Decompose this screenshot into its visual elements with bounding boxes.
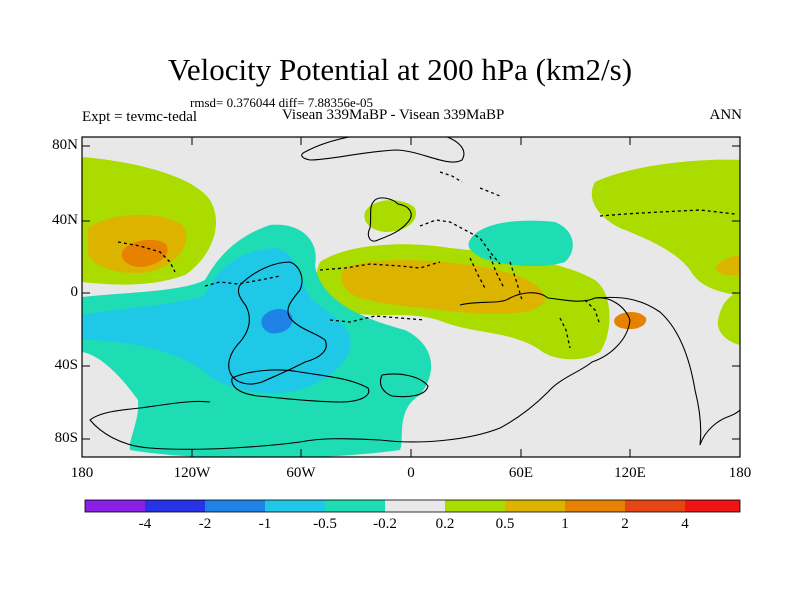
coastline-gondwana — [89, 292, 631, 450]
field-pos2-east — [715, 255, 740, 276]
lon-label-60e: 60E — [508, 465, 534, 481]
islands-north-top — [439, 171, 501, 197]
coastlines — [89, 137, 740, 450]
field-pos1-north — [364, 200, 416, 232]
stats-line: rmsd= 0.376044 diff= 7.88356e-05 — [190, 95, 374, 110]
colorbar-swatch-9 — [625, 500, 685, 512]
islands-west — [204, 275, 281, 287]
lon-label-0: 0 — [407, 465, 415, 481]
colorbar-swatch-2 — [205, 500, 265, 512]
field-neg3-south — [261, 309, 293, 334]
colorbar-label-4: -0.2 — [373, 516, 397, 532]
islands-ribs — [469, 255, 523, 301]
colorbar-label-9: 4 — [681, 516, 689, 532]
field-pos3-northwest — [121, 239, 168, 267]
colorbar-label-1: -2 — [198, 516, 212, 532]
season-label: ANN — [709, 107, 743, 123]
field-pos1-northeast — [591, 159, 740, 296]
colorbar-outline — [84, 499, 741, 513]
colorbar-swatch-0 — [85, 500, 145, 512]
field-neg1-northeast — [468, 220, 573, 267]
coastline-east-tail — [699, 409, 740, 446]
colorbar-swatch-6 — [445, 500, 505, 512]
island-fragments — [117, 171, 736, 349]
lon-label-180e: 180 — [728, 465, 752, 481]
lon-label-120w: 120W — [173, 465, 211, 481]
lat-label-40s: 40S — [54, 357, 78, 373]
coastline-north-landmass — [367, 197, 412, 242]
islands-northwest — [117, 241, 176, 273]
colorbar-label-8: 2 — [621, 516, 629, 532]
lon-label-120e: 120E — [614, 465, 646, 481]
plot-title: Velocity Potential at 200 hPa (km2/s) — [167, 52, 633, 87]
colorbar-swatch-5 — [385, 500, 445, 512]
islands-north-cluster — [419, 219, 501, 265]
colorbar-swatch-1 — [145, 500, 205, 512]
colorbar — [84, 499, 741, 513]
colorbar-swatch-10 — [685, 500, 740, 512]
subtitle: Visean 339MaBP - Visean 339MaBP — [282, 107, 505, 123]
colorbar-label-5: 0.2 — [435, 516, 455, 532]
axis-ticks — [81, 137, 741, 457]
colorbar-label-6: 0.5 — [495, 516, 515, 532]
islands-east — [559, 299, 601, 349]
colorbar-label-2: -1 — [258, 516, 272, 532]
colorbar-swatch-4 — [325, 500, 385, 512]
field-neg2-south — [82, 248, 351, 394]
lat-label-40n: 40N — [52, 212, 78, 228]
field-pos1-southeast — [717, 292, 740, 345]
lon-label-180w: 180 — [70, 465, 94, 481]
field-pos2-central — [341, 260, 545, 315]
islands-northeast — [599, 209, 736, 217]
lat-label-80s: 80S — [54, 430, 78, 446]
colorbar-label-7: 1 — [561, 516, 569, 532]
coastline-south-east — [379, 373, 429, 398]
coastline-north-arc — [301, 137, 465, 163]
islands-central2 — [329, 315, 426, 323]
colorbar-swatch-8 — [565, 500, 625, 512]
coastline-east — [594, 296, 702, 446]
lon-label-60w: 60W — [286, 465, 316, 481]
coastline-south-block — [231, 369, 370, 403]
lat-label-80n: 80N — [52, 137, 78, 153]
colorbar-label-0: -4 — [138, 516, 152, 532]
islands-central — [319, 261, 441, 271]
colorbar-swatch-7 — [505, 500, 565, 512]
lat-label-0: 0 — [70, 284, 79, 300]
map-field — [82, 137, 740, 457]
coastline-west-continent — [228, 261, 327, 385]
experiment-label: Expt = tevmc-tedal — [82, 109, 198, 125]
colorbar-swatch-3 — [265, 500, 325, 512]
colorbar-label-3: -0.5 — [313, 516, 337, 532]
